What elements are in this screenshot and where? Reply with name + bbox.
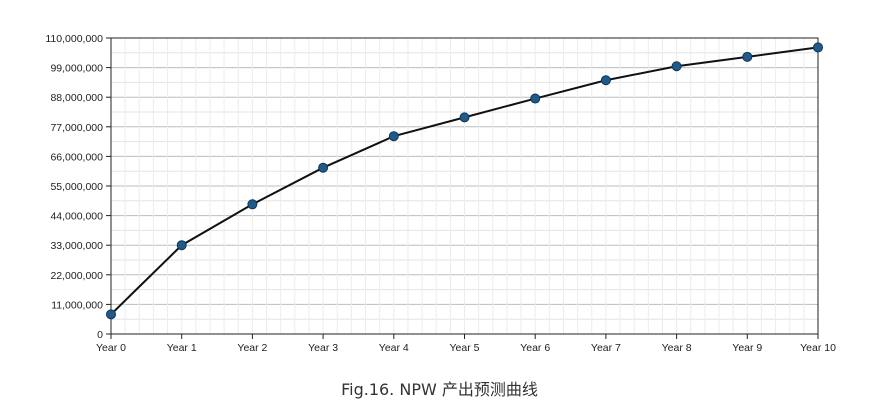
y-tick-label: 110,000,000 (45, 33, 103, 45)
figure-caption: Fig.16. NPW 产出预测曲线 (341, 380, 538, 399)
data-point (671, 61, 682, 72)
series-markers (106, 42, 823, 320)
y-tick-label: 0 (97, 329, 103, 341)
y-tick-label: 66,000,000 (50, 151, 103, 163)
data-point (318, 162, 329, 173)
x-tick-label: Year 10 (800, 342, 836, 354)
y-tick-label: 88,000,000 (50, 92, 103, 104)
y-axis-ticks: 0 11,000,000 22,000,000 33,000,000 44,000,00… (45, 33, 111, 341)
y-tick-label: 55,000,000 (50, 181, 103, 193)
data-point (247, 199, 258, 210)
y-tick-label: 11,000,000 (51, 299, 103, 311)
x-axis-ticks: Year 0 Year 1 Year 2 Year 3 Year 4 Year 5 Year… (96, 334, 836, 354)
data-point (530, 93, 541, 104)
x-tick-label: Year 8 (662, 342, 692, 354)
data-point (176, 240, 187, 251)
x-tick-label: Year 7 (591, 342, 621, 354)
data-point (742, 51, 753, 62)
grid (110, 37, 819, 335)
x-tick-label: Year 5 (450, 342, 480, 354)
data-point (813, 42, 823, 53)
data-point (106, 309, 116, 320)
x-tick-label: Year 6 (520, 342, 550, 354)
y-tick-label: 33,000,000 (50, 240, 103, 252)
data-point (459, 112, 470, 123)
y-tick-label: 44,000,000 (50, 211, 103, 223)
x-tick-label: Year 3 (308, 342, 338, 354)
x-tick-label: Year 2 (237, 342, 267, 354)
npw-line-chart: 0 11,000,000 22,000,000 33,000,000 44,000,00… (45, 33, 836, 354)
y-tick-label: 99,000,000 (50, 63, 103, 75)
y-tick-label: 77,000,000 (50, 122, 103, 134)
x-tick-label: Year 1 (167, 342, 197, 354)
x-tick-label: Year 0 (96, 342, 126, 354)
y-tick-label: 22,000,000 (50, 270, 103, 282)
x-tick-label: Year 9 (732, 342, 762, 354)
data-point (600, 75, 611, 86)
x-tick-label: Year 4 (379, 342, 409, 354)
data-point (388, 131, 399, 142)
